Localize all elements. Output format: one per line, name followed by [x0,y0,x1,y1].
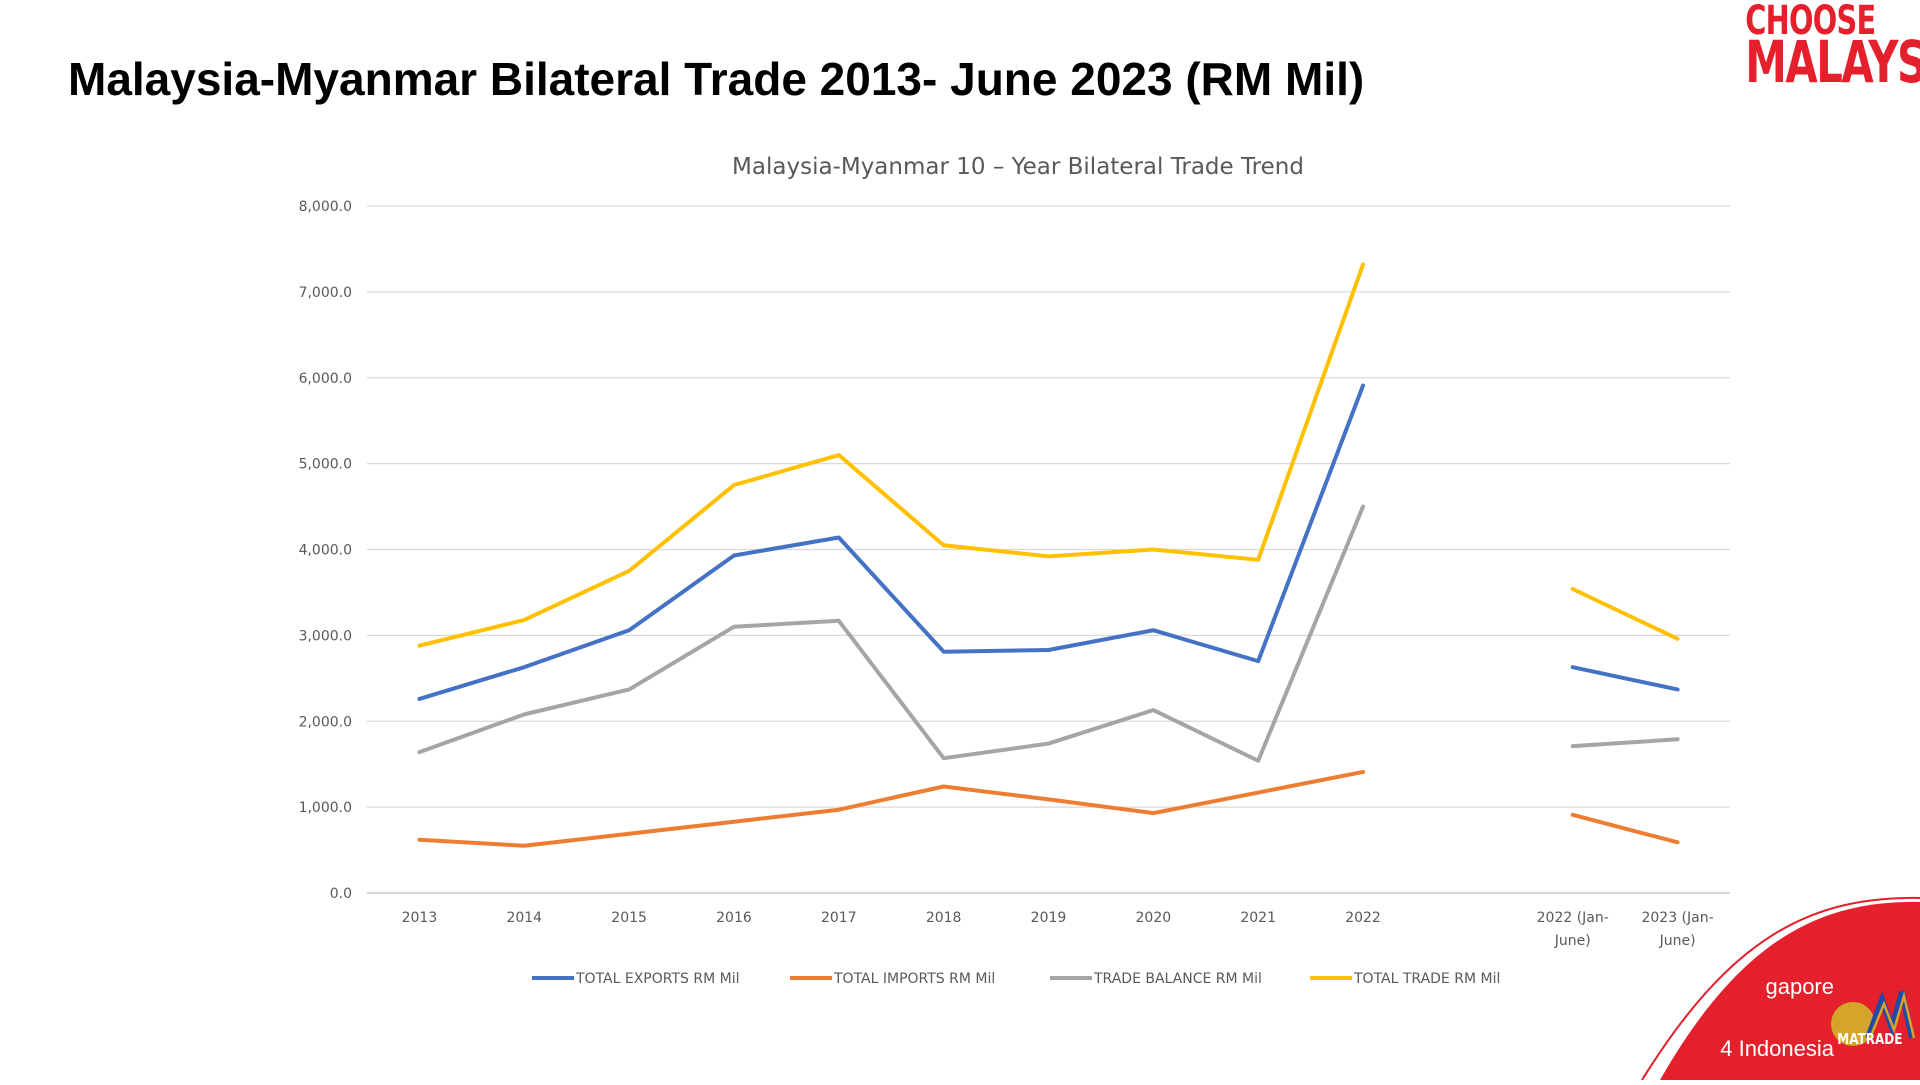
y-axis-ticks: 0.0 1,000.0 2,000.0 3,000.0 4,000.0 5,000.0 6,… [299,199,352,902]
x-tick-label: 2016 [716,910,752,926]
series-line [417,504,1366,763]
chart-title: Malaysia-Myanmar 10 – Year Bilateral Tra… [732,154,1304,180]
series-line [1570,665,1680,692]
x-tick-label: 2018 [926,910,962,926]
legend-label: TOTAL EXPORTS RM Mil [575,971,739,987]
y-tick-label: 5,000.0 [299,457,352,473]
x-tick-label: 2013 [402,910,438,926]
legend-label: TOTAL TRADE RM Mil [1353,971,1500,987]
series-line [1570,812,1680,845]
x-tick-label: 2017 [821,910,857,926]
legend-label: TOTAL IMPORTS RM Mil [833,971,995,987]
series-line [1570,587,1680,641]
x-tick-label: 2014 [506,910,542,926]
y-tick-label: 6,000.0 [299,371,352,387]
series-line [417,383,1366,701]
x-tick-label: 2022 [1345,910,1381,926]
y-tick-label: 7,000.0 [299,285,352,301]
legend-label: TRADE BALANCE RM Mil [1093,971,1262,987]
x-axis-ticks: 2013 2014 2015 2016 2017 2018 2019 2020 2021 2022… [402,910,1714,949]
choose-malaysia-logo: CHOOSE MALAYSIA [1745,0,1920,97]
x-tick-label: 2015 [611,910,647,926]
legend: TOTAL EXPORTS RM Mil TOTAL IMPORTS RM Mil… [532,971,1500,987]
y-tick-label: 3,000.0 [299,628,352,644]
x-tick-label: 2021 [1240,910,1276,926]
series-lines [417,262,1680,848]
logo-line-malaysia: MALAYSIA [1745,28,1920,97]
gridlines [367,205,1730,894]
corner-text-2: 4 Indonesia [1720,1036,1834,1061]
y-tick-label: 1,000.0 [299,800,352,816]
x-tick-label: 2020 [1136,910,1172,926]
series-line [417,769,1366,848]
x-tick-label: 2019 [1031,910,1067,926]
y-tick-label: 0.0 [330,886,352,902]
matrade-emblem-icon [1831,1002,1875,1046]
logo-line-choose: CHOOSE [1745,0,1876,44]
x-tick-label: 2022 (Jan- [1537,910,1609,926]
x-tick-label: June) [1659,933,1696,949]
matrade-label: MATRADE [1836,1030,1902,1048]
x-tick-label: 2023 (Jan- [1641,910,1713,926]
series-line [1570,737,1680,749]
series-line [417,262,1366,648]
y-tick-label: 8,000.0 [299,199,352,215]
slide-title: Malaysia-Myanmar Bilateral Trade 2013- J… [68,53,1365,105]
corner-swoosh [1641,896,1920,1081]
y-tick-label: 4,000.0 [299,543,352,559]
x-tick-label: June) [1554,933,1591,949]
y-tick-label: 2,000.0 [299,714,352,730]
matrade-corner-graphic: gapore 4 Indonesia MATRADE [1620,880,1920,1081]
corner-text-1: gapore [1765,974,1834,999]
